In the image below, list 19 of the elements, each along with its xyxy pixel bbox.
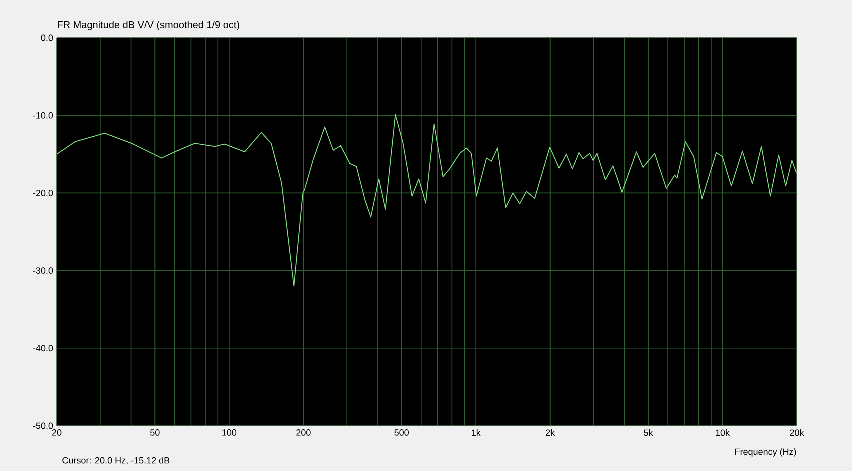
x-tick-label: 100 [222, 430, 237, 436]
y-tick-label: -40.0 [33, 345, 54, 352]
x-axis-title: Frequency (Hz) [736, 448, 796, 457]
x-tick-label: 10k [716, 430, 730, 436]
y-tick-label: -30.0 [33, 268, 54, 274]
x-tick-label: 5k [644, 430, 654, 436]
x-tick-label: 20k [790, 430, 804, 436]
y-tick-label: 0.0 [41, 34, 54, 42]
x-tick-label: 50 [150, 430, 160, 436]
x-tick-label: 200 [296, 430, 311, 436]
y-tick-label: -20.0 [33, 190, 54, 196]
x-tick-label: 500 [394, 430, 409, 436]
chart-title: FR Magnitude dB V/V (smoothed 1/9 oct) [58, 21, 240, 30]
x-tick-label: 2k [546, 430, 556, 436]
x-tick-label: 20 [52, 430, 62, 436]
text: Cursor: 20.0 Hz, -15.12 dB [62, 457, 170, 465]
y-tick-label: -10.0 [33, 112, 54, 119]
x-tick-label: 1k [472, 430, 481, 436]
y-tick-label: -50.0 [33, 422, 54, 430]
